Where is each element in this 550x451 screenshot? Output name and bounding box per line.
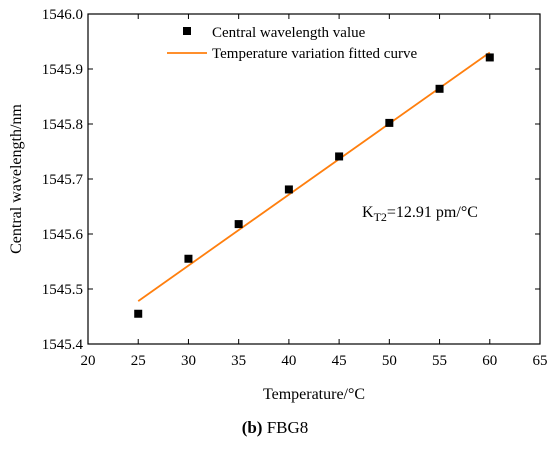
y-tick-label: 1546.0 <box>42 7 83 23</box>
y-tick-label: 1545.9 <box>42 62 83 78</box>
data-point <box>335 152 344 161</box>
x-tick-label: 50 <box>382 353 397 369</box>
chart: 20 25 30 35 40 45 50 55 60 65 1545.41545.51545.61… <box>8 7 548 403</box>
data-point <box>435 84 444 93</box>
legend-marker-square <box>183 27 191 35</box>
annotation-suffix: =12.91 pm/°C <box>387 204 478 221</box>
figure-caption: (b) FBG8 <box>0 418 550 438</box>
y-tick-label: 1545.7 <box>42 172 84 188</box>
legend-label-fit: Temperature variation fitted curve <box>212 46 417 62</box>
caption-text: FBG8 <box>266 418 309 437</box>
plot-frame <box>87 13 541 345</box>
y-tick-label: 1545.4 <box>42 337 84 353</box>
fitted-curve-line <box>137 51 491 302</box>
y-axis-ticks: 1545.4 1545.5 1545.6 1545.7 1545.8 1545.9 1546… <box>42 7 540 353</box>
x-tick-label: 25 <box>131 353 146 369</box>
x-axis-ticks: 20 25 30 35 40 45 50 55 60 65 <box>81 14 548 369</box>
legend-label-points: Central wavelength value <box>212 25 366 41</box>
x-tick-label: 40 <box>281 353 296 369</box>
legend: Central wavelength value Temperature vari… <box>167 25 417 62</box>
x-axis-label: Temperature/°C <box>263 386 365 403</box>
x-tick-label: 35 <box>231 353 246 369</box>
x-tick-label: 30 <box>181 353 196 369</box>
x-tick-label: 55 <box>432 353 447 369</box>
y-tick-label: 1545.8 <box>42 117 83 133</box>
y-tick-label: 1545.6 <box>42 227 84 243</box>
data-point <box>234 220 243 229</box>
x-tick-label: 20 <box>81 353 96 369</box>
y-tick-label: 1545.5 <box>42 282 83 298</box>
data-point <box>184 254 193 263</box>
data-point <box>134 309 143 318</box>
data-point <box>385 118 394 127</box>
x-tick-label: 45 <box>332 353 347 369</box>
caption-label: (b) <box>241 418 263 437</box>
data-point <box>485 53 494 62</box>
series-layer <box>134 51 494 318</box>
y-axis-label: Central wavelength/nm <box>8 104 25 254</box>
annotation-prefix: K <box>362 204 374 221</box>
slope-annotation: KT2=12.91 pm/°C <box>362 204 478 224</box>
x-tick-label: 65 <box>533 353 548 369</box>
x-tick-label: 60 <box>482 353 497 369</box>
data-point <box>284 185 293 194</box>
annotation-subscript: T2 <box>374 210 387 224</box>
